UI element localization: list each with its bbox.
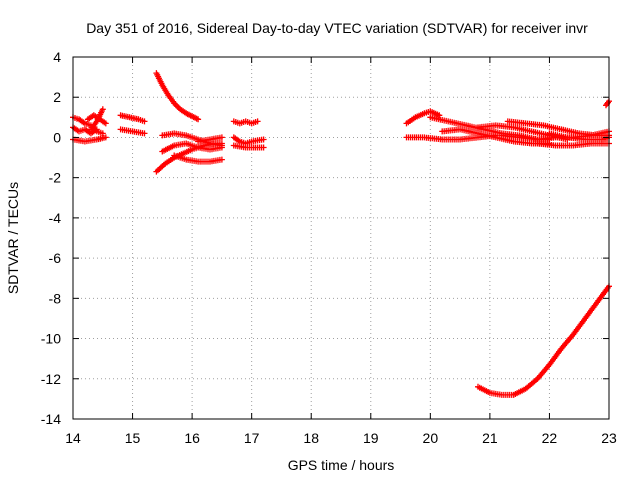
data-point-markers xyxy=(534,140,612,149)
data-point-markers xyxy=(117,112,148,125)
x-tick-label: 20 xyxy=(423,430,439,446)
data-point-markers xyxy=(475,283,612,398)
y-tick-label: 2 xyxy=(53,89,61,105)
data-point-markers xyxy=(195,134,225,145)
axis-ticks: 14 15 16 17 18 19 20 21 22 23 -14 -12 -10 -8 -6 -4 -2 0 2 4 xyxy=(41,49,617,446)
x-axis-label: GPS time / hours xyxy=(288,457,395,473)
data-point-markers xyxy=(159,140,225,155)
series-track-8 xyxy=(153,70,202,123)
series-track-24 xyxy=(534,140,612,149)
x-tick-label: 15 xyxy=(125,430,141,446)
y-tick-label: -8 xyxy=(49,290,62,306)
data-point-markers xyxy=(153,70,202,123)
series-track-25 xyxy=(546,130,612,143)
data-point-markers xyxy=(230,142,267,151)
series-track-7 xyxy=(117,126,148,137)
chart-title: Day 351 of 2016, Sidereal Day-to-day VTE… xyxy=(86,20,588,36)
y-tick-label: -4 xyxy=(49,210,62,226)
data-point-markers xyxy=(87,106,106,133)
series-track-17 xyxy=(403,108,443,127)
x-tick-label: 16 xyxy=(184,430,200,446)
series-track-14 xyxy=(230,118,261,127)
series-track-13 xyxy=(195,134,225,145)
x-tick-label: 18 xyxy=(303,430,319,446)
series-track-27 xyxy=(475,283,612,398)
plot-frame xyxy=(72,56,610,420)
y-tick-label: -14 xyxy=(41,411,61,427)
data-series xyxy=(70,70,612,398)
series-track-12 xyxy=(171,152,225,165)
series-track-6 xyxy=(117,112,148,125)
data-point-markers xyxy=(171,152,225,165)
y-tick-label: -12 xyxy=(41,371,61,387)
y-axis-label: SDTVAR / TECUs xyxy=(5,182,21,294)
series-track-15 xyxy=(230,134,267,147)
x-tick-label: 23 xyxy=(601,430,617,446)
data-point-markers xyxy=(230,118,261,127)
data-point-markers xyxy=(403,108,443,127)
series-track-26 xyxy=(603,98,612,109)
series-track-16 xyxy=(230,142,267,151)
y-tick-label: -2 xyxy=(49,170,62,186)
x-tick-label: 21 xyxy=(482,430,498,446)
series-track-11 xyxy=(159,140,225,155)
data-point-markers xyxy=(546,130,612,143)
y-tick-label: -10 xyxy=(41,331,61,347)
x-tick-label: 22 xyxy=(542,430,558,446)
x-tick-label: 17 xyxy=(244,430,260,446)
data-point-markers xyxy=(230,134,267,147)
y-tick-label: -6 xyxy=(49,250,62,266)
x-tick-label: 19 xyxy=(363,430,379,446)
y-tick-label: 4 xyxy=(53,49,61,65)
data-point-markers xyxy=(603,98,612,109)
series-track-5 xyxy=(87,106,106,133)
y-tick-label: 0 xyxy=(53,129,61,145)
x-tick-label: 14 xyxy=(65,430,81,446)
data-point-markers xyxy=(117,126,148,137)
grid-lines xyxy=(73,57,609,419)
